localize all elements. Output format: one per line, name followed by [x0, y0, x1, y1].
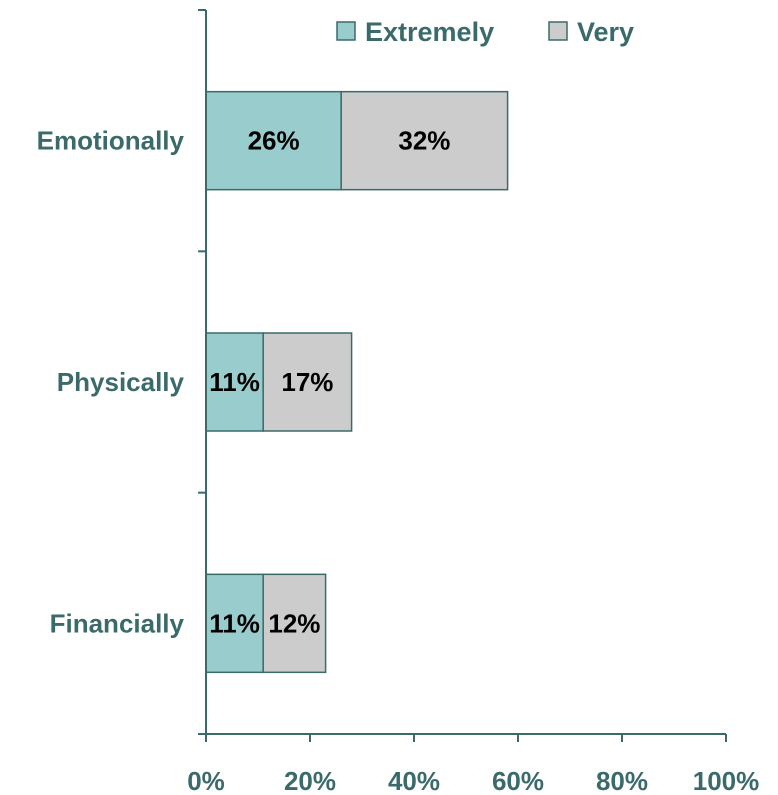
data-label-extremely-physically: 11% [209, 367, 260, 397]
bar-extremely-physically [205, 332, 264, 432]
data-label-extremely-emotionally: 26% [248, 126, 300, 156]
bar-very-physically [262, 332, 353, 432]
legend-swatch-very [548, 21, 568, 41]
x-tick-label: 40% [388, 766, 440, 795]
x-tick-label: 0% [187, 766, 225, 795]
x-tick-label: 80% [596, 766, 648, 795]
bar-extremely-emotionally [205, 90, 342, 191]
x-tick-label: 20% [284, 766, 336, 795]
data-label-very-financially: 12% [268, 608, 320, 638]
bar-very-financially [262, 573, 327, 674]
legend-swatch-extremely [336, 21, 356, 41]
category-label-physically: Physically [57, 367, 185, 397]
x-tick-label: 60% [492, 766, 544, 795]
data-label-very-emotionally: 32% [398, 126, 450, 156]
category-label-emotionally: Emotionally [37, 126, 185, 156]
bar-extremely-financially [205, 573, 264, 674]
category-label-financially: Financially [50, 608, 185, 638]
legend-label-very: Very [577, 17, 634, 47]
data-label-very-physically: 17% [281, 367, 333, 397]
data-label-extremely-financially: 11% [209, 608, 260, 638]
bar-very-emotionally [340, 90, 509, 191]
legend-label-extremely: Extremely [365, 17, 494, 47]
x-tick-label: 100% [693, 766, 760, 795]
